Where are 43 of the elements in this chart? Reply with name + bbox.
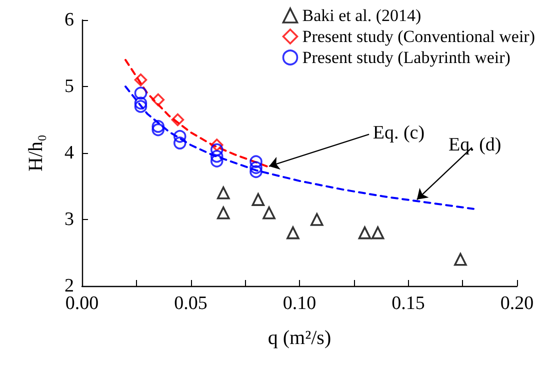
legend-label: Present study (Labyrinth weir)	[302, 48, 510, 67]
point	[216, 186, 230, 200]
point	[262, 206, 276, 220]
y-tick-label: 6	[64, 10, 74, 30]
point	[210, 154, 224, 168]
point	[173, 136, 186, 150]
point	[210, 150, 224, 163]
legend-label: Baki et al. (2014)	[302, 6, 422, 25]
annotation: Eq. (d)	[448, 134, 502, 156]
annotation: Eq. (c)	[372, 122, 425, 144]
point	[210, 138, 224, 152]
point	[171, 113, 184, 126]
y-tick-label: 4	[64, 142, 74, 164]
point	[310, 213, 324, 226]
point	[250, 165, 262, 178]
point	[152, 123, 165, 136]
point	[250, 155, 262, 168]
point	[252, 193, 265, 206]
point	[134, 73, 148, 86]
point	[286, 226, 300, 240]
point	[216, 206, 230, 220]
line-series	[124, 86, 474, 210]
point	[173, 130, 186, 143]
y-tick-label: 3	[64, 209, 74, 230]
x-tick-label: 0.05	[174, 293, 208, 314]
point	[134, 86, 148, 100]
point	[371, 226, 384, 240]
point	[454, 253, 467, 266]
point	[152, 93, 165, 106]
x-tick-label: 0.10	[282, 293, 316, 314]
point	[210, 143, 224, 156]
x-tick-label: 0.15	[392, 293, 425, 314]
point	[134, 96, 148, 110]
point	[358, 226, 372, 240]
point	[250, 161, 262, 174]
x-tick-label: 0.20	[500, 293, 534, 314]
x-axis-title: q (m²/s)	[268, 327, 332, 349]
y-axis-title: H/h₀	[25, 134, 47, 172]
line-series	[124, 58, 268, 168]
legend-label: Present study (Conventional weir)	[302, 27, 536, 46]
point	[134, 100, 148, 113]
point	[152, 120, 165, 133]
y-tick-label: 5	[64, 76, 74, 97]
